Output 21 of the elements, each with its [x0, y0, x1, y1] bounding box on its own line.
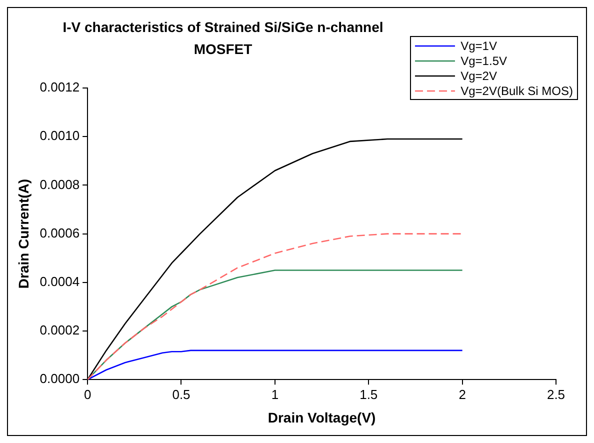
- x-tick-label: 2.5: [546, 386, 566, 402]
- y-tick-label: 0.0010: [40, 128, 80, 144]
- legend-label: Vg=1.5V: [460, 54, 507, 68]
- x-tick-label: 2: [458, 386, 466, 402]
- legend-label: Vg=2V(Bulk Si MOS): [460, 84, 573, 98]
- y-axis-title: Drain Current(A): [15, 178, 32, 289]
- y-tick-label: 0.0004: [40, 274, 80, 289]
- y-tick-label: 0.0000: [40, 371, 80, 386]
- chart-title: I-V characteristics of Strained Si/SiGe n-channel MOSFET: [62, 18, 384, 59]
- y-tick-label: 0.0006: [40, 225, 80, 240]
- y-tick-label: 0.0008: [40, 176, 80, 192]
- x-tick-label: 0: [84, 386, 92, 402]
- x-tick-label: 1.5: [360, 386, 378, 402]
- x-tick-label: 0.5: [172, 386, 190, 402]
- x-tick-label: 1: [271, 386, 279, 402]
- y-tick-label: 0.0012: [40, 80, 80, 95]
- legend-label: Vg=1V: [460, 38, 497, 52]
- line-series: [88, 233, 463, 380]
- y-tick-label: 0.0002: [40, 322, 80, 338]
- legend-label: Vg=2V: [460, 68, 497, 82]
- x-axis-title: Drain Voltage(V): [268, 409, 376, 426]
